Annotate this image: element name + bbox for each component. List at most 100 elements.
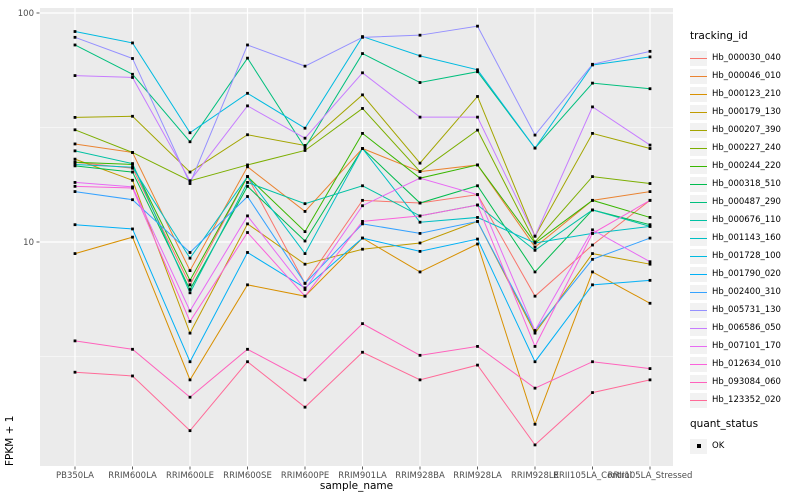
data-point xyxy=(188,251,192,254)
data-point xyxy=(73,190,77,193)
data-point xyxy=(648,198,652,202)
data-point xyxy=(303,281,307,285)
data-point xyxy=(533,443,537,447)
data-point xyxy=(533,294,537,298)
data-point xyxy=(73,43,77,47)
legend-key-box xyxy=(690,230,707,246)
legend-quant-item: OK xyxy=(690,437,798,455)
data-point xyxy=(533,245,537,249)
data-point xyxy=(73,149,77,153)
data-point xyxy=(591,257,594,261)
data-point xyxy=(303,202,307,206)
data-point xyxy=(648,223,652,227)
data-point xyxy=(591,252,594,255)
legend-key-box xyxy=(690,356,707,372)
data-point xyxy=(303,405,307,409)
data-point xyxy=(361,52,364,55)
x-tick-label: PB350LA xyxy=(56,471,94,481)
data-point xyxy=(418,81,422,84)
data-point xyxy=(246,360,249,364)
data-point xyxy=(131,374,134,378)
data-point xyxy=(418,214,422,218)
data-point xyxy=(131,235,134,239)
legend-item-label: Hb_002400_310 xyxy=(712,287,781,297)
data-point xyxy=(73,35,77,39)
data-point xyxy=(73,339,77,343)
data-point xyxy=(303,136,307,140)
legend-key-box xyxy=(690,50,707,66)
legend-line-swatch xyxy=(690,129,707,131)
data-point xyxy=(418,33,422,37)
data-point xyxy=(131,198,134,202)
data-point xyxy=(131,347,134,351)
data-point xyxy=(188,256,192,260)
data-point xyxy=(533,146,537,150)
legend-item-label: Hb_123352_020 xyxy=(712,395,781,405)
data-point xyxy=(188,283,192,287)
x-tick-label: RRII105LA_Stressed xyxy=(608,471,693,481)
legend-line-swatch xyxy=(690,363,707,365)
legend-item-label: Hb_001728_100 xyxy=(712,251,781,261)
data-point xyxy=(418,241,422,245)
data-point xyxy=(361,220,364,223)
data-point xyxy=(246,56,249,60)
data-point xyxy=(188,395,192,399)
data-point xyxy=(591,198,594,202)
legend-quant-label: OK xyxy=(712,441,725,451)
legend-key-box xyxy=(690,194,707,210)
data-point xyxy=(73,128,77,132)
data-point xyxy=(533,133,537,137)
data-point xyxy=(131,178,134,182)
data-point xyxy=(648,55,652,59)
data-point xyxy=(648,182,652,185)
data-point xyxy=(188,179,192,183)
legend-key-box xyxy=(690,212,707,228)
legend-quant-title: quant_status xyxy=(690,418,759,430)
legend-item-label: Hb_000318_510 xyxy=(712,179,781,189)
legend-line-swatch xyxy=(690,219,707,221)
legend-item-Hb_006586_050: Hb_006586_050 xyxy=(690,319,798,337)
legend-key-box xyxy=(690,392,707,408)
data-point xyxy=(131,186,134,190)
data-point xyxy=(361,131,364,135)
legend-key-box xyxy=(690,104,707,120)
data-point xyxy=(476,68,479,72)
legend-line-swatch xyxy=(690,57,707,59)
legend-item-Hb_000676_110: Hb_000676_110 xyxy=(690,211,798,229)
data-point xyxy=(246,165,249,169)
data-point xyxy=(361,107,364,110)
data-point xyxy=(303,239,307,243)
data-point xyxy=(476,242,479,246)
data-point xyxy=(648,278,652,282)
legend-key-box xyxy=(690,176,707,192)
data-point xyxy=(73,30,77,33)
data-point xyxy=(476,95,479,98)
data-point xyxy=(361,350,364,354)
legend-item-Hb_000123_210: Hb_000123_210 xyxy=(690,85,798,103)
data-point xyxy=(188,429,192,433)
data-point xyxy=(188,378,192,382)
data-point xyxy=(131,170,134,174)
data-point xyxy=(188,320,192,323)
data-point xyxy=(361,147,364,150)
y-tick-label: 10 xyxy=(23,238,34,248)
x-tick-label: RRIM928LE xyxy=(511,471,559,481)
data-point xyxy=(361,222,364,226)
data-point xyxy=(476,184,479,188)
data-point xyxy=(246,283,249,287)
data-point xyxy=(533,270,537,274)
data-point xyxy=(648,236,652,240)
data-point xyxy=(361,204,364,208)
data-point xyxy=(591,391,594,394)
data-point xyxy=(476,70,479,74)
data-point xyxy=(188,288,192,291)
data-point xyxy=(361,35,364,39)
data-point xyxy=(73,74,77,77)
data-point xyxy=(591,228,594,232)
data-point xyxy=(648,216,652,219)
legend-item-label: Hb_000046_010 xyxy=(712,71,781,81)
x-tick-label: RRIM928LA xyxy=(453,471,502,481)
data-point xyxy=(648,143,652,147)
legend-item-label: Hb_000244_220 xyxy=(712,161,781,171)
